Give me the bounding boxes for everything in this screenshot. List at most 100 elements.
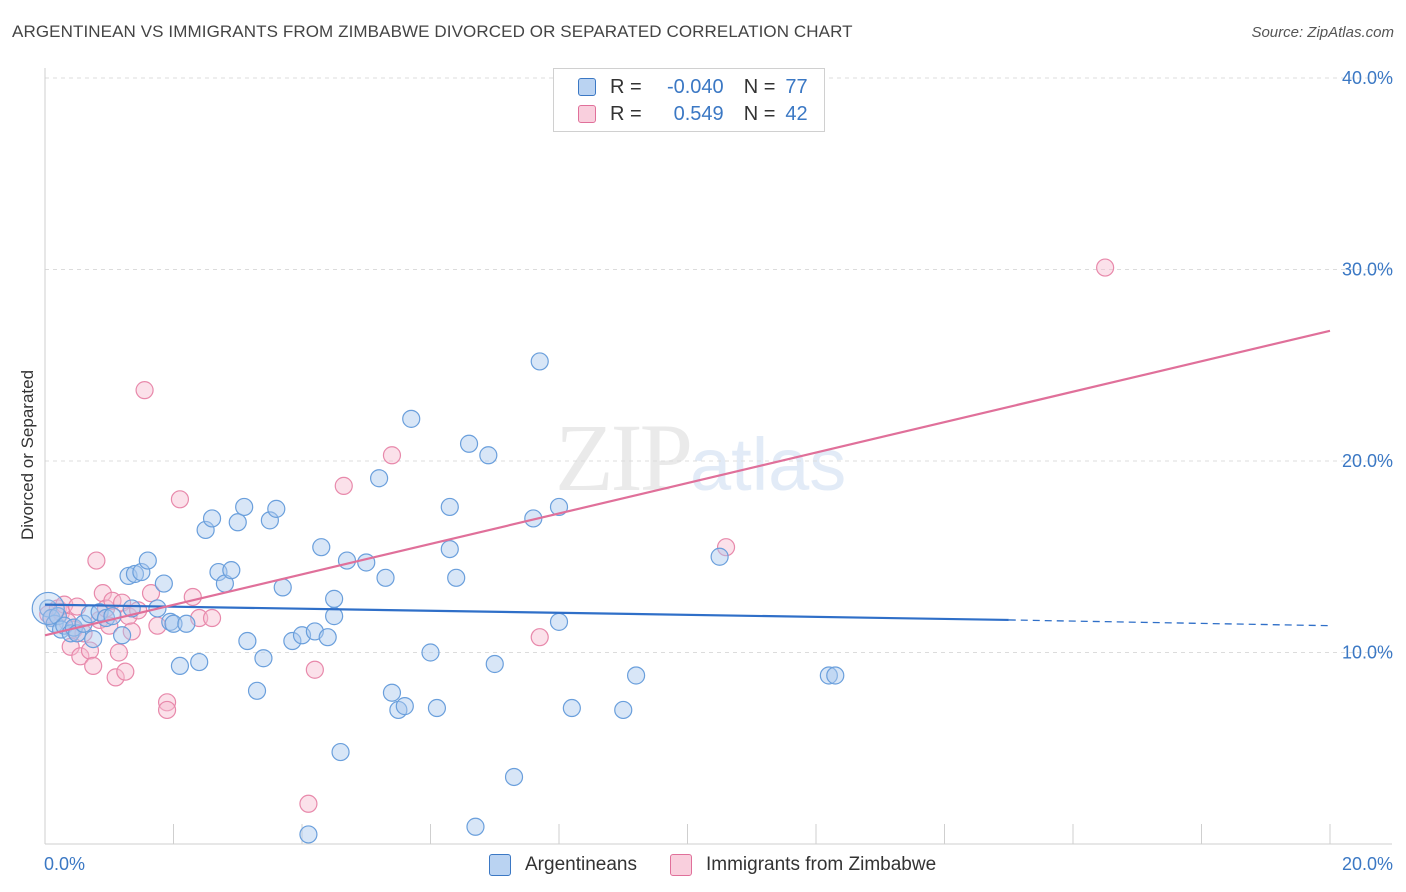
argentineans-point — [710, 547, 729, 566]
argentineans-point — [562, 698, 581, 718]
argentineans-point — [447, 568, 466, 587]
argentineans-point — [421, 643, 440, 662]
zimbabwe-point — [93, 584, 112, 603]
zimbabwe-point — [1096, 258, 1115, 277]
zimbabwe-point — [80, 641, 100, 660]
argentineans-point — [112, 626, 132, 645]
zimbabwe-point — [84, 656, 103, 676]
zimbabwe-trend-line — [44, 329, 1331, 637]
legend-n-label: N = — [743, 102, 776, 125]
argentineans-point — [549, 497, 569, 517]
bottom-legend-argentineans: Argentineans — [489, 852, 637, 878]
argentineans-point — [331, 742, 350, 762]
argentineans-point — [626, 666, 646, 685]
bottom-legend-swatch-blue — [489, 854, 511, 876]
x-tick-label: 20.0% — [1342, 854, 1393, 874]
argentineans-point — [614, 700, 633, 720]
argentineans-point — [549, 612, 569, 631]
argentineans-point — [247, 681, 267, 700]
argentineans-point — [357, 553, 376, 572]
bottom-legend-swatch-pink — [670, 854, 692, 876]
argentineans-point — [395, 697, 414, 716]
zimbabwe-point — [382, 446, 402, 465]
zimbabwe-point — [141, 584, 161, 603]
zimbabwe-point — [135, 381, 154, 400]
argentineans-point — [132, 562, 151, 582]
argentineans-point — [164, 614, 183, 633]
zimbabwe-point — [87, 551, 106, 570]
legend-r-label: R = — [610, 75, 642, 98]
argentineans-point — [299, 825, 318, 844]
argentineans-point — [826, 666, 845, 685]
argentineans-point — [459, 434, 479, 453]
zimbabwe-point — [106, 668, 125, 687]
bottom-legend-zimbabwe: Immigrants from Zimbabwe — [670, 852, 936, 878]
argentineans-cluster-point — [31, 591, 65, 626]
chart-title: ARGENTINEAN VS IMMIGRANTS FROM ZIMBABWE … — [12, 22, 853, 41]
legend-n-value: 77 — [785, 75, 808, 98]
argentineans-point — [318, 628, 337, 647]
legend-r-value: -0.040 — [666, 75, 724, 98]
legend-n-value: 42 — [785, 102, 808, 125]
watermark-zip: ZIP — [555, 404, 693, 511]
y-tick-label: 30.0% — [1342, 260, 1393, 280]
argentineans-point — [440, 497, 459, 517]
correlation-legend: R = -0.040 N = 77 R = 0.549 N = 42 — [553, 68, 825, 132]
argentineans-point — [479, 446, 498, 465]
zimbabwe-point — [157, 693, 177, 712]
argentineans-point — [819, 666, 838, 685]
argentineans-point — [228, 513, 247, 532]
argentineans-point — [177, 614, 196, 633]
zimbabwe-point — [305, 660, 324, 679]
argentineans-point — [466, 817, 485, 836]
zimbabwe-point — [122, 622, 141, 641]
zimbabwe-point — [530, 628, 549, 647]
zimbabwe-point — [170, 490, 190, 509]
argentineans-point — [170, 656, 190, 676]
argentineans-point — [190, 652, 209, 672]
source-label: Source: ZipAtlas.com — [1251, 24, 1394, 41]
argentineans-point — [260, 511, 279, 530]
argentineans-trend-line — [44, 603, 1009, 622]
argentineans-point — [154, 574, 173, 593]
argentineans-point — [312, 538, 331, 557]
argentineans-point — [485, 654, 504, 674]
legend-n-label: N = — [743, 75, 776, 98]
argentineans-point — [440, 539, 459, 559]
zimbabwe-point — [334, 476, 353, 495]
legend-row-zimbabwe: R = 0.549 N = 42 — [578, 101, 808, 127]
zimbabwe-point — [116, 662, 135, 681]
zimbabwe-point — [183, 587, 202, 607]
argentineans-point — [267, 499, 286, 518]
argentineans-point — [196, 520, 215, 540]
zimbabwe-point — [71, 647, 90, 666]
legend-row-argentineans: R = -0.040 N = 77 — [578, 74, 808, 100]
zimbabwe-point — [299, 794, 318, 813]
legend-swatch-pink — [578, 105, 596, 123]
argentineans-point — [202, 509, 222, 528]
argentineans-point — [161, 612, 180, 631]
zimbabwe-point — [202, 608, 222, 628]
argentineans-point — [325, 589, 344, 608]
watermark: ZIPatlas — [555, 402, 846, 513]
legend-r-label: R = — [610, 102, 642, 125]
y-tick-label: 40.0% — [1342, 68, 1393, 88]
argentineans-point — [283, 631, 302, 651]
bottom-legend-label: Immigrants from Zimbabwe — [706, 854, 937, 875]
argentineans-trend-extension — [1008, 619, 1331, 627]
argentineans-point — [238, 631, 257, 651]
argentineans-point — [103, 607, 122, 626]
zimbabwe-point — [109, 643, 128, 662]
argentineans-point — [402, 409, 421, 428]
argentineans-point — [254, 649, 273, 668]
argentineans-point — [376, 568, 395, 587]
argentineans-point — [138, 551, 157, 570]
y-tick-label: 10.0% — [1342, 643, 1393, 663]
argentineans-point — [125, 564, 145, 584]
zimbabwe-point — [74, 624, 93, 643]
argentineans-point — [337, 551, 357, 570]
legend-swatch-blue — [578, 78, 596, 96]
argentineans-point — [222, 561, 241, 580]
y-tick-label: 20.0% — [1342, 451, 1393, 471]
